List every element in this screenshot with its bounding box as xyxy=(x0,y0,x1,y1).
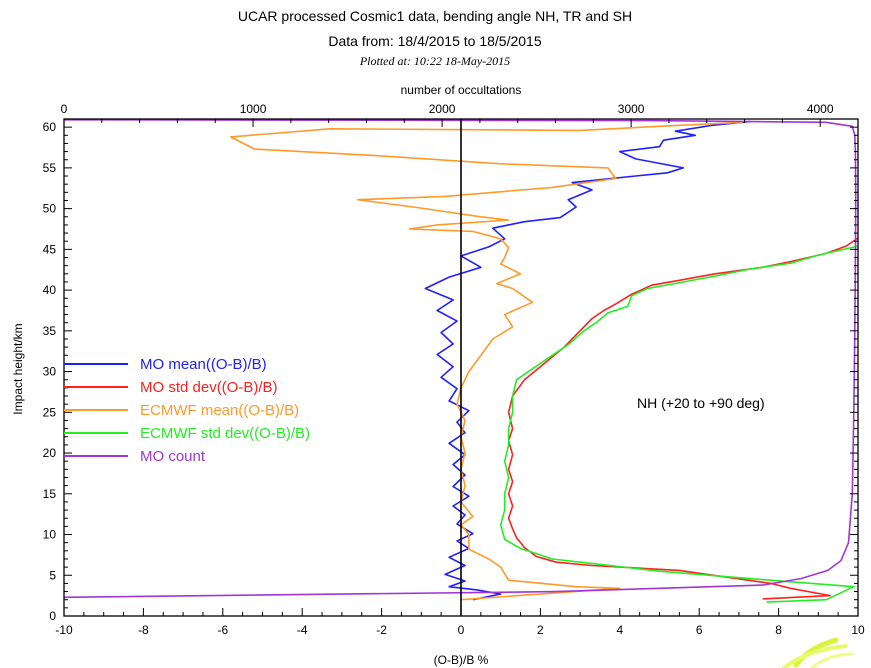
x-axis-label: (O-B)/B % xyxy=(434,653,489,667)
x-tick-label: -2 xyxy=(376,623,387,637)
legend-label: ECMWF std dev((O-B)/B) xyxy=(140,425,310,442)
chart-subtitle: Data from: 18/4/2015 to 18/5/2015 xyxy=(328,33,541,49)
series-line-0 xyxy=(424,120,751,601)
y-tick-label: 20 xyxy=(43,446,57,460)
y-tick-label: 60 xyxy=(43,120,57,134)
series-line-2 xyxy=(229,121,743,601)
series-line-3 xyxy=(499,245,859,603)
x-tick-label: 6 xyxy=(696,623,703,637)
top-axis-label: number of occultations xyxy=(401,83,522,97)
legend-label: MO std dev((O-B)/B) xyxy=(140,379,278,396)
x-tick-label: -10 xyxy=(55,623,73,637)
y-tick-label: 35 xyxy=(43,324,57,338)
x2-tick-label: 2000 xyxy=(429,102,456,116)
legend: MO mean((O-B)/B) MO std dev((O-B)/B) ECMWF… xyxy=(64,356,310,465)
y-tick-label: 50 xyxy=(43,202,57,216)
x2-tick-label: 0 xyxy=(61,102,68,116)
x-tick-label: -6 xyxy=(217,623,228,637)
y-tick-label: 5 xyxy=(49,568,56,582)
y-tick-label: 40 xyxy=(43,283,57,297)
y-tick-label: 55 xyxy=(43,161,57,175)
y-tick-label: 0 xyxy=(49,609,56,623)
series-line-1 xyxy=(507,237,859,600)
plotted-at-label: Plotted at: 10:22 18-May-2015 xyxy=(359,54,510,68)
x-tick-label: -4 xyxy=(297,623,308,637)
x-tick-label: 8 xyxy=(775,623,782,637)
x2-tick-label: 3000 xyxy=(618,102,645,116)
region-annotation: NH (+20 to +90 deg) xyxy=(637,395,765,411)
legend-label: MO mean((O-B)/B) xyxy=(140,356,267,373)
y-tick-label: 10 xyxy=(43,528,57,542)
y-axis-label: Impact height/km xyxy=(11,323,25,414)
legend-label: MO count xyxy=(140,448,206,465)
x2-tick-label: 1000 xyxy=(240,102,267,116)
x-tick-label: 10 xyxy=(851,623,865,637)
axes-layer: -10 -8 -6 -4 -2 0 2 4 6 8 10 0 1000 2000 3000 4000 0 5 10 1… xyxy=(43,102,865,637)
legend-label: ECMWF mean((O-B)/B) xyxy=(140,402,299,419)
x2-tick-label: 4000 xyxy=(807,102,834,116)
chart-title: UCAR processed Cosmic1 data, bending ang… xyxy=(238,8,632,24)
y-tick-label: 15 xyxy=(43,487,57,501)
x-tick-label: -8 xyxy=(138,623,149,637)
y-tick-label: 30 xyxy=(43,365,57,379)
y-tick-label: 45 xyxy=(43,242,57,256)
x-tick-label: 4 xyxy=(616,623,623,637)
x-tick-label: 0 xyxy=(458,623,465,637)
x-tick-label: 2 xyxy=(537,623,544,637)
y-tick-label: 25 xyxy=(43,405,57,419)
logo-mark xyxy=(782,637,854,668)
